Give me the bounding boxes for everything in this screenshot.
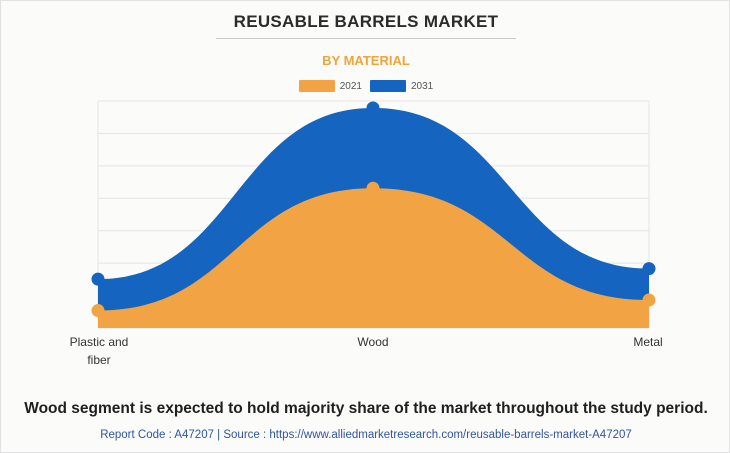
chart-caption: Wood segment is expected to hold majorit… xyxy=(24,400,708,417)
legend-label-2031: 2031 xyxy=(411,80,434,92)
chart-legend: 2021 2031 xyxy=(1,80,730,92)
chart-subtitle: BY MATERIAL xyxy=(322,53,410,68)
point-2021-2 xyxy=(642,293,656,307)
point-2031-0 xyxy=(91,272,105,286)
point-2021-0 xyxy=(91,304,105,318)
point-2031-1 xyxy=(366,101,380,115)
legend-swatch-2021 xyxy=(298,80,335,92)
legend-label-2021: 2021 xyxy=(339,80,362,92)
chart-title: REUSABLE BARRELS MARKET xyxy=(233,12,499,31)
point-2031-2 xyxy=(642,262,656,276)
legend-item-2031[interactable]: 2031 xyxy=(370,80,433,92)
title-divider xyxy=(216,38,516,39)
x-tick-label: Metal xyxy=(633,335,662,349)
x-tick-label: Plastic and fiber xyxy=(70,335,129,367)
point-2021-1 xyxy=(366,181,380,195)
x-tick-label: Wood xyxy=(357,335,388,349)
source-footer[interactable]: Report Code : A47207 | Source : https://… xyxy=(100,429,632,441)
legend-item-2021[interactable]: 2021 xyxy=(298,80,362,92)
area-series-2021 xyxy=(98,188,649,328)
legend-swatch-2031 xyxy=(370,80,406,92)
